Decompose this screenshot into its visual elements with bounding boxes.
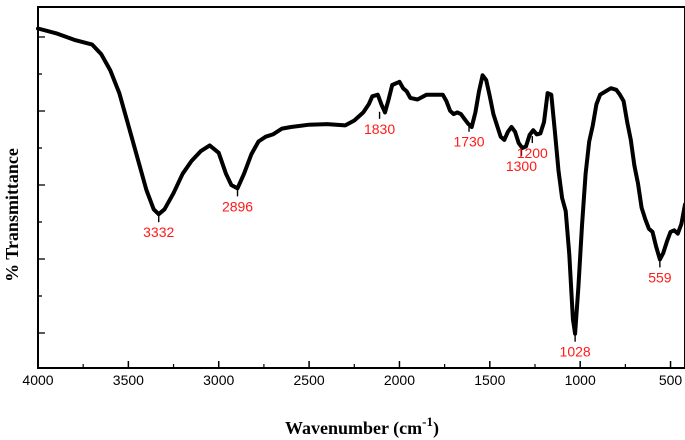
peak-label: 3332	[143, 224, 174, 240]
x-tick-label: 2500	[294, 372, 325, 388]
y-axis-ticks	[38, 36, 45, 334]
x-axis-title-main: Wavenumber (cm	[285, 418, 422, 439]
x-tick-label: 1000	[565, 372, 596, 388]
x-tick-label: 2000	[384, 372, 415, 388]
x-tick-label: 3000	[203, 372, 234, 388]
x-axis-ticks	[37, 361, 672, 368]
x-axis-title: Wavenumber (cm-1)	[285, 414, 439, 439]
peak-label: 1300	[506, 158, 537, 174]
x-tick-label: 1500	[474, 372, 505, 388]
peak-label: 1200	[517, 145, 548, 161]
peak-label: 559	[648, 269, 672, 285]
x-axis-tick-labels: 4000 3500 3000 2500 2000 1500 1000 500	[22, 372, 682, 388]
x-axis-title-superscript: -1	[422, 414, 433, 429]
x-tick-label: 3500	[113, 372, 144, 388]
peak-label: 1830	[364, 121, 395, 137]
x-axis-title-close: )	[433, 418, 439, 439]
x-tick-label: 4000	[22, 372, 53, 388]
plot-frame	[37, 6, 685, 369]
peak-label: 1028	[560, 344, 591, 360]
peak-label: 2896	[222, 198, 253, 214]
y-axis-title: % Transmittance	[2, 148, 22, 282]
x-tick-label: 500	[659, 372, 683, 388]
spectrum-line	[36, 26, 685, 336]
peak-label: 1730	[453, 134, 484, 150]
